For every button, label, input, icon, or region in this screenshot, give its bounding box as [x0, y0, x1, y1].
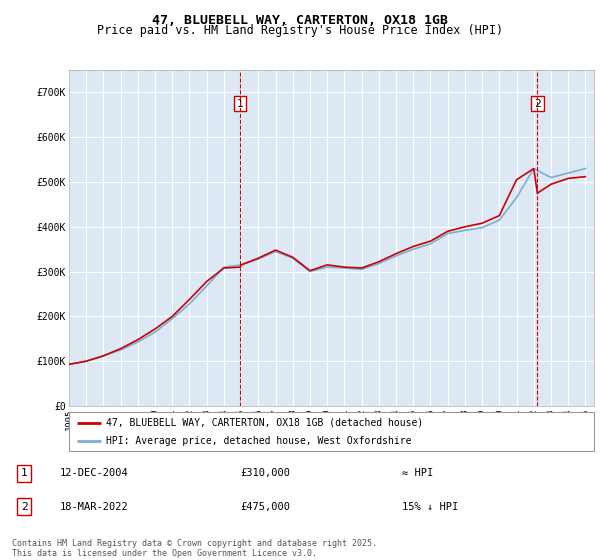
Text: £475,000: £475,000 [240, 502, 290, 512]
FancyBboxPatch shape [69, 412, 594, 451]
Text: 2: 2 [534, 99, 541, 109]
Text: 15% ↓ HPI: 15% ↓ HPI [402, 502, 458, 512]
Text: 2: 2 [20, 502, 28, 512]
Text: 47, BLUEBELL WAY, CARTERTON, OX18 1GB (detached house): 47, BLUEBELL WAY, CARTERTON, OX18 1GB (d… [106, 418, 423, 428]
Text: Contains HM Land Registry data © Crown copyright and database right 2025.
This d: Contains HM Land Registry data © Crown c… [12, 539, 377, 558]
Text: 1: 1 [237, 99, 244, 109]
Text: 47, BLUEBELL WAY, CARTERTON, OX18 1GB: 47, BLUEBELL WAY, CARTERTON, OX18 1GB [152, 14, 448, 27]
Text: Price paid vs. HM Land Registry's House Price Index (HPI): Price paid vs. HM Land Registry's House … [97, 24, 503, 37]
Text: 1: 1 [20, 468, 28, 478]
Text: £310,000: £310,000 [240, 468, 290, 478]
Text: 18-MAR-2022: 18-MAR-2022 [60, 502, 129, 512]
Text: ≈ HPI: ≈ HPI [402, 468, 433, 478]
Text: HPI: Average price, detached house, West Oxfordshire: HPI: Average price, detached house, West… [106, 436, 411, 446]
Text: 12-DEC-2004: 12-DEC-2004 [60, 468, 129, 478]
